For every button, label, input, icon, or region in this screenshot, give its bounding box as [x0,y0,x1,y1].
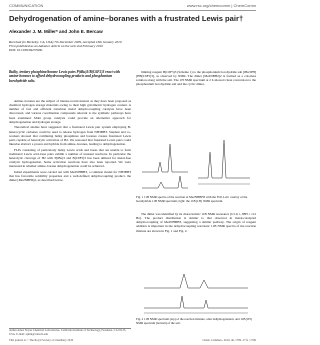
figure-2-caption: Fig. 2 11B NMR spectrum (top) of the rea… [136,318,253,325]
paragraph: Initial experiments were carried out wit… [9,170,131,183]
article-title: Dehydrogenation of amine–boranes with a … [9,14,244,23]
figure-1 [138,132,254,194]
right-column-top: limiting reagent B(C6F5)3 (Scheme 1) to … [136,70,256,130]
authors: Alexander J. M. Miller* and John E. Berc… [9,29,103,34]
header-rule [9,10,256,11]
abstract: Bulky, tertiary phosphine/borane Lewis p… [9,70,120,83]
paragraph: The dimer was identified by its characte… [136,212,256,233]
figure-2 [144,273,248,314]
received: Received (in Berkeley, CA, USA) 7th Dece… [9,40,122,44]
spectrum [142,175,188,189]
figure-1-caption: Fig. 1 11B NMR spectra of the reaction o… [136,196,248,203]
journal-site: www.rsc.org/chemcomm | ChemComm [186,3,256,8]
meta-block: Received (in Berkeley, CA, USA) 7th Dece… [9,40,209,53]
spectrum [198,139,250,179]
paragraph: limiting reagent B(C6F5)3 (Scheme 1) to … [136,70,256,87]
paragraph: Theoretical studies have suggested that … [9,125,131,147]
footer-right: Chem. Commun., 2010, 46, 1709–1711 | 170… [202,339,256,342]
page: COMMUNICATION www.rsc.org/chemcomm | Che… [9,3,256,342]
spectrum [144,295,248,309]
footer-left: This journal is © The Royal Society of C… [9,339,74,342]
paragraph: FLPs consisting of particularly bulky Le… [9,147,131,169]
published: First published as an Advance Article on… [9,44,103,49]
left-column: Amine–boranes are the subject of intense… [9,99,131,327]
paragraph: Amine–boranes are the subject of intense… [9,99,131,124]
section-label: COMMUNICATION [9,3,44,8]
footnote: Arthur Amos Noyes Chemical Laboratories,… [9,328,131,337]
doi: DOI: 10.1039/b925769b [9,48,43,53]
spectrum [144,273,248,289]
spectrum [142,143,188,173]
right-column-middle: The dimer was identified by its characte… [136,212,256,266]
figure-frame [138,132,254,194]
